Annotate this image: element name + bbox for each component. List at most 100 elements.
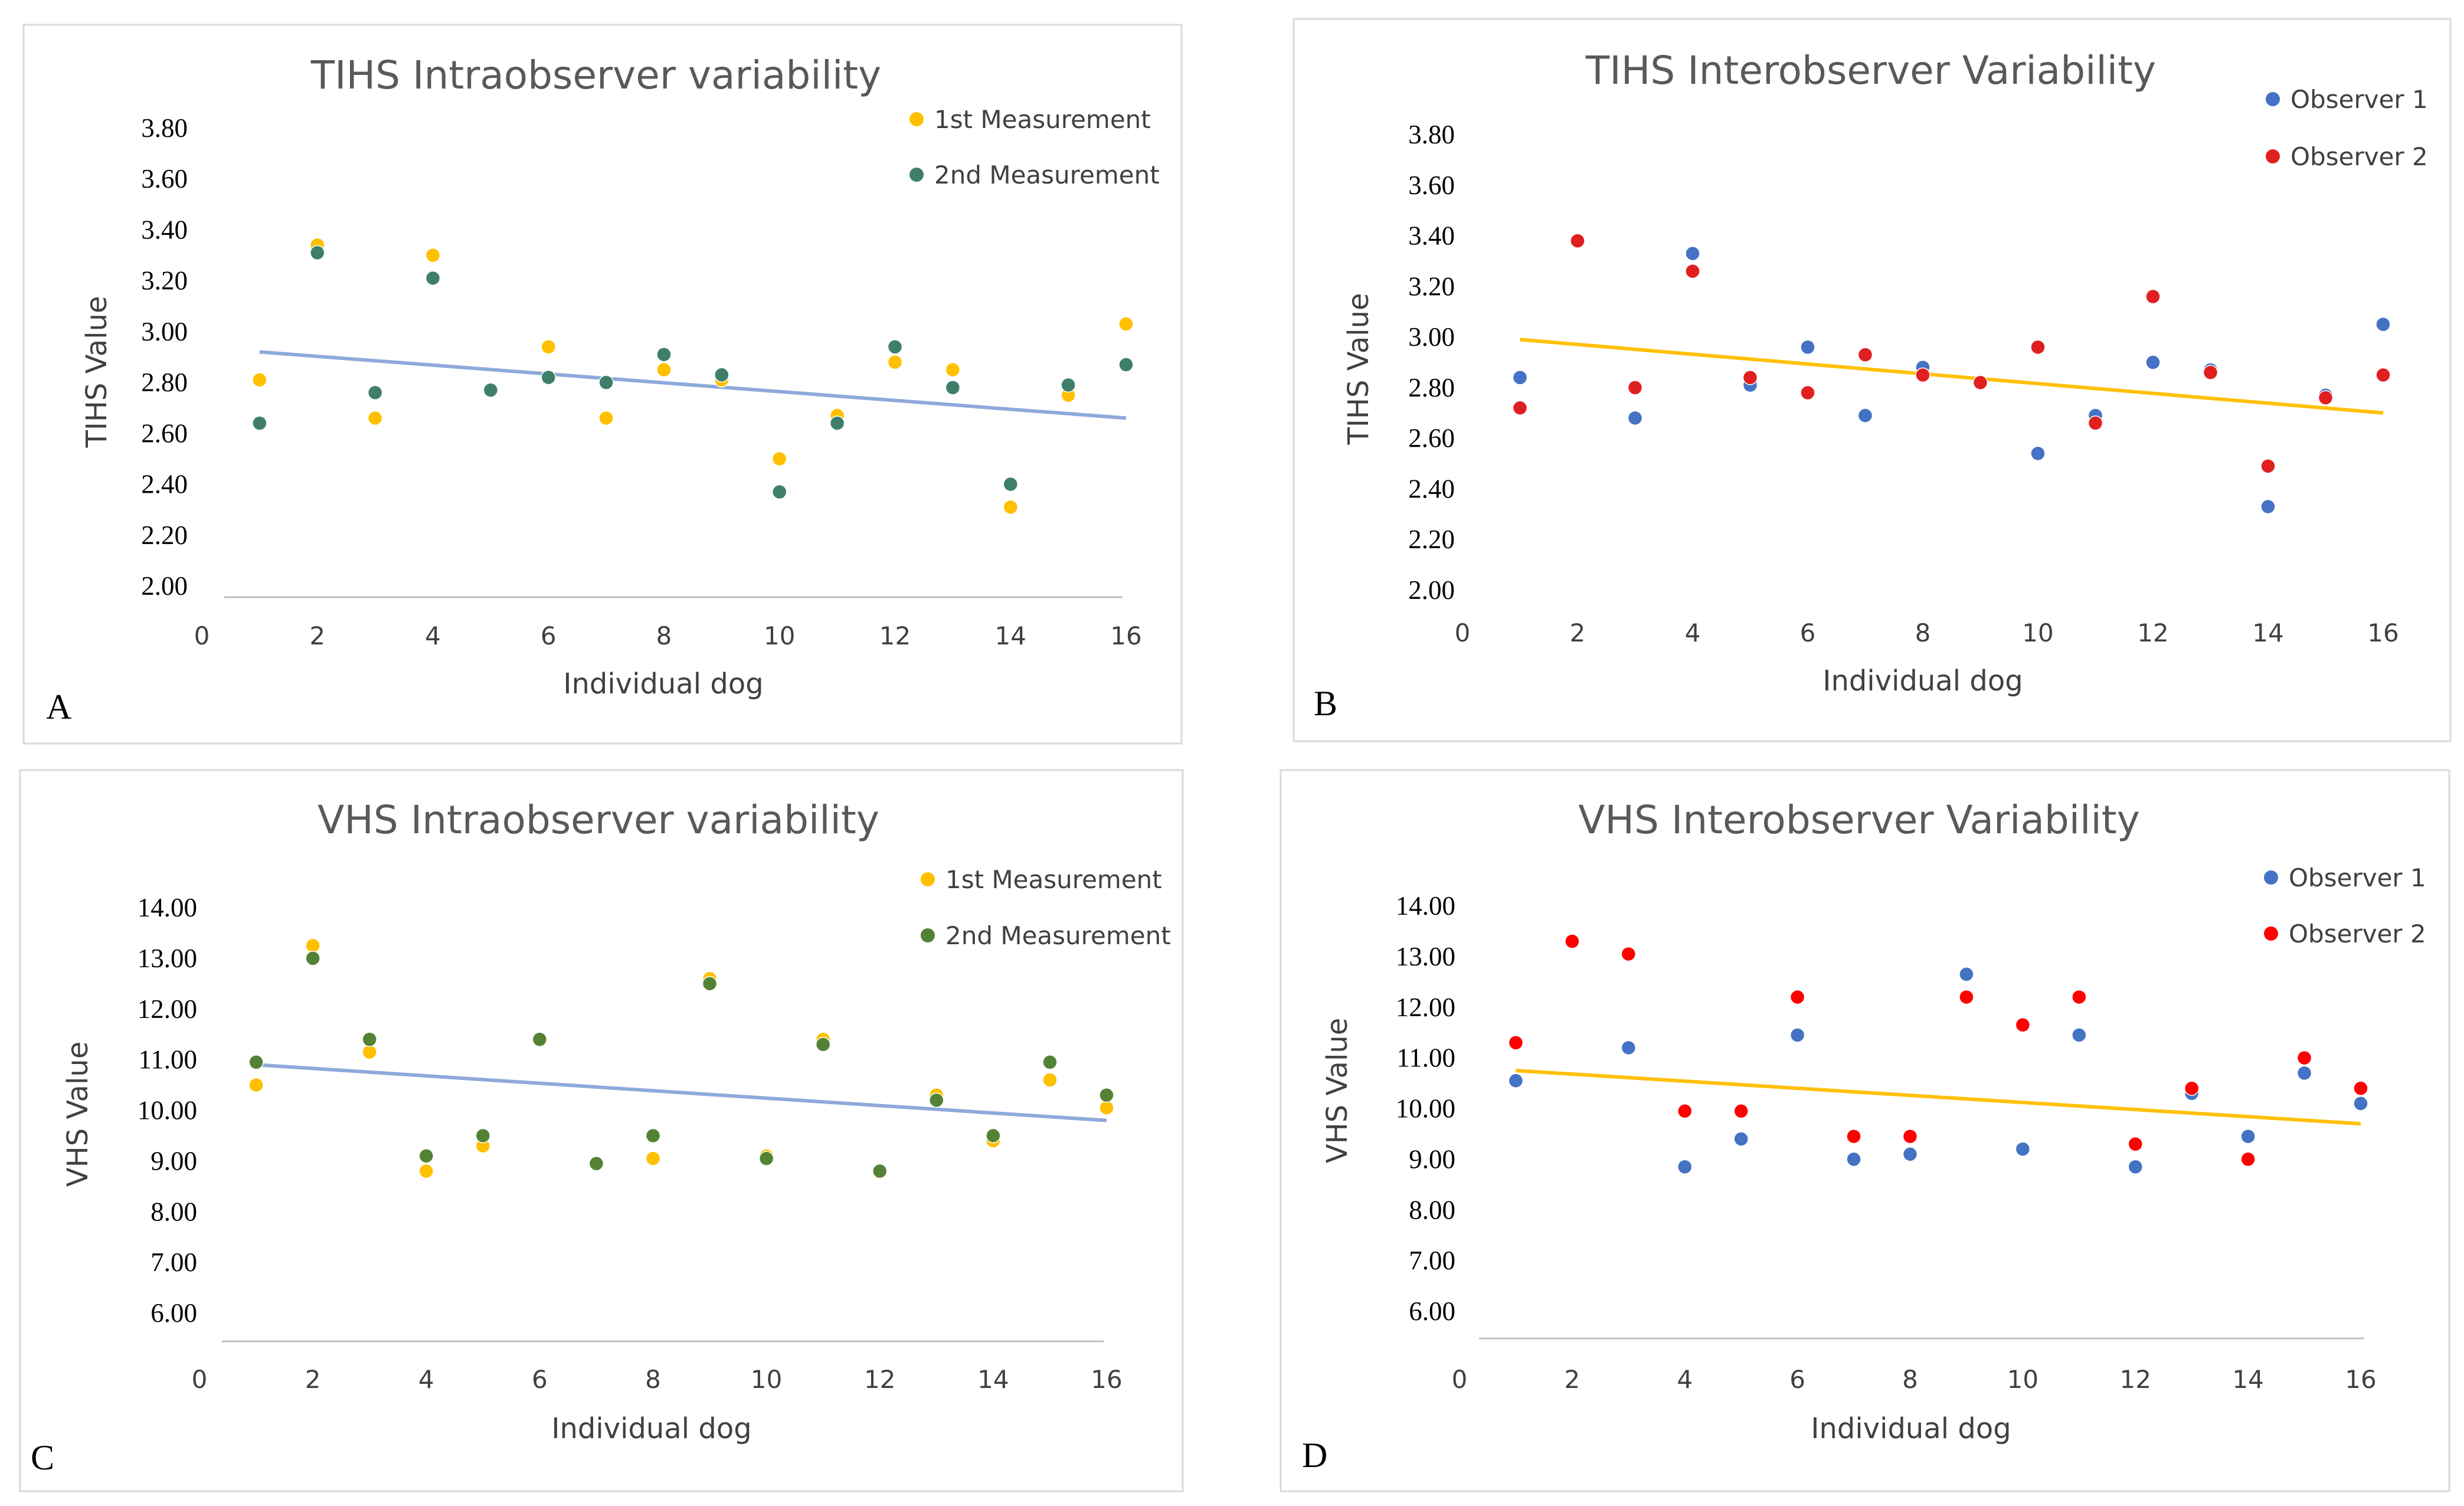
data-point-series-1 <box>1118 316 1134 332</box>
data-point-series-2 <box>1061 377 1076 393</box>
legend-label: Observer 1 <box>2289 863 2426 892</box>
data-point-series-2 <box>1733 1104 1749 1119</box>
data-point-series-2 <box>1959 989 1974 1005</box>
x-axis-label: Individual dog <box>1811 1412 2011 1445</box>
legend: Observer 1 Observer 2 <box>2266 85 2428 171</box>
data-point-series-2 <box>2145 289 2161 305</box>
x-tick-label: 16 <box>1091 1365 1122 1394</box>
x-tick-label: 12 <box>2120 1365 2151 1394</box>
y-axis-label: TIHS Value <box>1342 293 1375 445</box>
y-tick-label: 13.00 <box>138 944 197 973</box>
y-tick-label: 10.00 <box>1396 1094 1455 1124</box>
legend-label: 1st Measurement <box>945 865 1162 894</box>
data-point-series-2 <box>2128 1136 2143 1152</box>
data-point-series-1 <box>367 410 383 426</box>
data-point-series-1 <box>2030 446 2046 461</box>
data-point-series-2 <box>1621 946 1637 962</box>
data-point-series-1 <box>887 354 903 370</box>
legend-label: 2nd Measurement <box>934 161 1160 189</box>
legend: 1st Measurement 2nd Measurement <box>921 865 1171 950</box>
data-point-series-1 <box>1627 410 1643 426</box>
legend-label: Observer 2 <box>2290 142 2428 171</box>
x-tick-label: 8 <box>645 1365 661 1394</box>
data-point-series-2 <box>1800 385 1815 401</box>
legend: 1st Measurement 2nd Measurement <box>909 105 1160 189</box>
data-point-series-2 <box>772 484 787 500</box>
x-tick-label: 10 <box>764 621 795 650</box>
data-point-series-2 <box>2015 1017 2031 1033</box>
data-point-series-2 <box>887 339 903 355</box>
panel-border <box>1280 769 2450 1492</box>
data-point-series-1 <box>2128 1159 2143 1175</box>
data-point-series-1 <box>2240 1128 2256 1144</box>
data-point-series-2 <box>1627 380 1643 395</box>
y-tick-label: 2.20 <box>1408 525 1455 554</box>
data-point-series-2 <box>1972 375 1988 391</box>
x-tick-label: 0 <box>1455 618 1471 647</box>
y-tick-label: 2.80 <box>141 368 188 397</box>
legend-marker <box>921 928 935 942</box>
data-point-series-2 <box>418 1148 434 1164</box>
x-tick-label: 4 <box>1685 618 1701 647</box>
data-point-series-2 <box>1857 347 1873 362</box>
trendline <box>259 350 1127 420</box>
y-axis-label: VHS Value <box>61 1042 94 1187</box>
data-point-series-2 <box>2203 365 2218 380</box>
y-tick-label: 7.00 <box>1409 1246 1455 1275</box>
legend-marker <box>2266 92 2280 106</box>
y-tick-label: 3.60 <box>1408 171 1455 200</box>
data-point-series-1 <box>2296 1065 2312 1081</box>
y-tick-label: 6.00 <box>150 1298 197 1328</box>
data-point-series-2 <box>815 1037 831 1052</box>
x-axis-label: Individual dog <box>563 667 763 700</box>
data-point-series-2 <box>305 951 320 966</box>
y-tick-label: 3.40 <box>141 215 188 244</box>
y-tick-label: 2.80 <box>1408 373 1455 402</box>
data-point-series-1 <box>1003 499 1018 515</box>
data-point-series-2 <box>702 976 718 991</box>
y-tick-label: 3.20 <box>141 266 188 296</box>
chart-title: VHS Interobserver Variability <box>1578 797 2140 843</box>
chart-panel-c: VHS Intraobserver variability Individual… <box>19 769 1184 1492</box>
y-tick-label: 3.00 <box>141 317 188 346</box>
x-tick-label: 6 <box>1789 1365 1805 1394</box>
data-point-series-1 <box>598 410 614 426</box>
data-point-series-2 <box>362 1032 377 1047</box>
legend-marker <box>2264 926 2278 941</box>
data-point-series-1 <box>1512 369 1528 385</box>
data-point-series-2 <box>1789 989 1805 1005</box>
x-axis-label: Individual dog <box>1822 664 2023 698</box>
data-point-series-2 <box>1042 1055 1058 1070</box>
data-point-series-1 <box>945 362 961 378</box>
data-point-series-2 <box>2375 367 2391 383</box>
chart-panel-b: TIHS Interobserver Variability Individua… <box>1292 18 2452 742</box>
data-point-series-1 <box>248 1077 264 1093</box>
data-point-series-1 <box>425 247 441 263</box>
data-point-series-1 <box>1508 1073 1524 1089</box>
legend-label: 1st Measurement <box>934 105 1151 134</box>
data-point-series-2 <box>929 1092 944 1108</box>
data-point-series-1 <box>1800 339 1815 355</box>
x-tick-label: 10 <box>751 1365 782 1394</box>
y-tick-label: 2.60 <box>1408 424 1455 453</box>
x-tick-label: 0 <box>1452 1365 1468 1394</box>
trendline <box>256 1063 1107 1122</box>
panel-border <box>1292 18 2452 742</box>
data-point-series-1 <box>2015 1141 2031 1157</box>
plot-area: 6.00 7.00 8.00 9.00 10.00 11.00 12.00 13.00 14.0… <box>1396 891 2377 1394</box>
plot-area: 6.00 7.00 8.00 9.00 10.00 11.00 12.00 13.00 14.0… <box>138 893 1123 1394</box>
data-point-series-1 <box>1677 1159 1693 1175</box>
x-axis-label: Individual dog <box>551 1412 751 1445</box>
y-tick-label: 2.00 <box>1408 575 1455 605</box>
data-point-series-2 <box>2072 989 2087 1005</box>
data-point-series-2 <box>1677 1104 1693 1119</box>
panel-letter: A <box>46 687 71 726</box>
x-tick-label: 10 <box>2007 1365 2038 1394</box>
y-tick-label: 8.00 <box>150 1197 197 1226</box>
data-point-series-2 <box>656 346 672 362</box>
x-tick-label: 8 <box>1902 1365 1918 1394</box>
x-tick-label: 4 <box>425 621 441 650</box>
data-point-series-2 <box>986 1128 1001 1144</box>
data-point-series-2 <box>1508 1035 1524 1050</box>
data-point-series-2 <box>1685 263 1700 279</box>
